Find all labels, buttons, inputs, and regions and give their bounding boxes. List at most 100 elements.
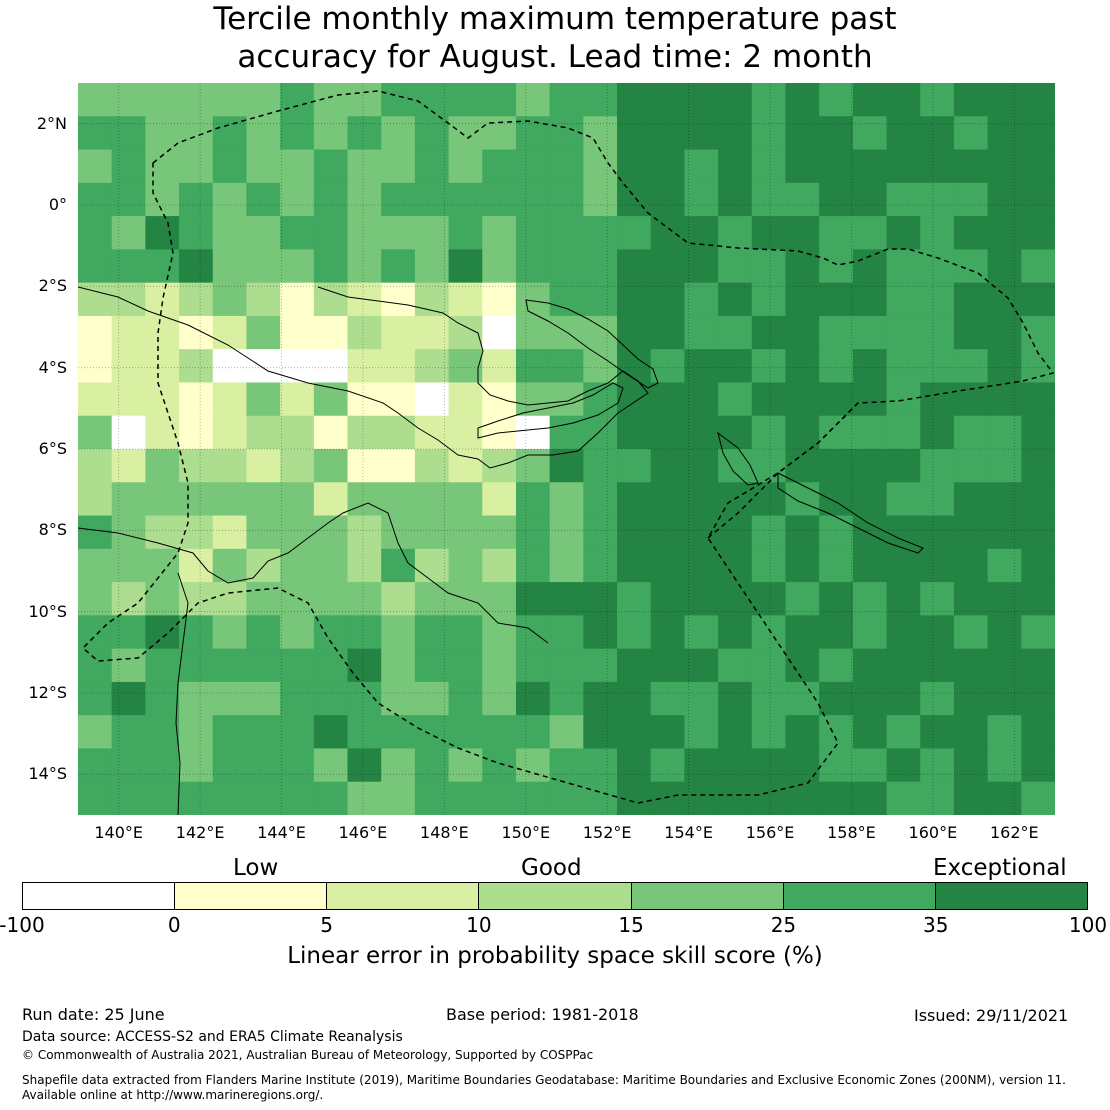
skill-cell [515,582,551,616]
skill-cell [650,482,686,517]
skill-cell [549,715,584,750]
skill-cell [414,615,450,650]
skill-cell [819,681,854,716]
skill-cell [313,415,349,450]
skill-cell [751,349,787,384]
skill-cell [78,349,113,384]
longitude-label: 146°E [338,823,388,842]
skill-cell [179,315,214,350]
colorbar-tick: 5 [320,913,333,937]
skill-cell [953,748,989,783]
skill-cell [718,216,753,250]
skill-cell [819,282,854,317]
skill-cell [111,116,146,151]
skill-cell [819,382,854,417]
skill-cell [280,382,315,417]
skill-cell [347,382,382,417]
skill-cell [751,382,787,417]
skill-cell [145,548,180,583]
skill-cell [583,315,618,350]
skill-cell [953,648,989,683]
skill-cell [617,83,652,117]
skill-cell [347,315,382,350]
skill-cell [414,149,450,184]
skill-cell [920,282,955,317]
eez-boundaries [81,90,1055,804]
skill-cell [347,781,382,815]
skill-cell [482,83,517,117]
skill-cell [381,282,416,317]
skill-cell [347,415,382,450]
skill-cell [852,83,888,117]
skill-cell [684,548,719,583]
skill-cell [819,182,854,217]
skill-cell [111,748,146,783]
skill-cell [718,781,753,815]
skill-cell [785,748,820,783]
skill-cell [886,116,921,151]
skill-cell [78,781,113,815]
skill-cell [718,615,753,650]
skill-cell [617,582,652,616]
skill-cell [1021,715,1055,750]
skill-cell [549,216,584,250]
skill-cell [886,382,921,417]
skill-cell [583,415,618,450]
skill-cell [414,116,450,151]
colorbar-tick: -100 [0,913,45,937]
data-source: Data source: ACCESS-S2 and ERA5 Climate … [22,1029,403,1045]
skill-cell [246,582,281,616]
skill-cell [920,182,955,217]
skill-cell [145,648,180,683]
skill-cell [246,382,281,417]
skill-cell [482,582,517,616]
skill-cell [785,548,820,583]
skill-cell [1021,249,1055,284]
skill-cell [751,515,787,550]
skill-cell [515,349,551,384]
skill-cell [549,482,584,517]
colorbar-segment [935,883,1087,909]
skill-cell [515,681,551,716]
skill-cell [246,216,281,250]
category-exceptional: Exceptional [933,855,1067,881]
skill-cell [684,515,719,550]
skill-cell [617,282,652,317]
skill-cell [819,249,854,284]
skill-cell [684,349,719,384]
skill-cell [414,449,450,483]
skill-cell [684,715,719,750]
skill-cell [212,216,248,250]
skill-cell [785,116,820,151]
skill-cell [920,249,955,284]
latitude-label: 2°S [38,276,67,296]
skill-cell [549,249,584,284]
skill-cell [381,116,416,151]
skill-cell [987,715,1022,750]
skill-cell [145,349,180,384]
skill-cell [78,548,113,583]
skill-cell [246,615,281,650]
skill-cell [583,282,618,317]
skill-cell [684,681,719,716]
skill-cell [280,582,315,616]
skill-cell [583,615,618,650]
skill-cell [650,781,686,815]
skill-cell [381,349,416,384]
skill-cell [482,681,517,716]
skill-cell [751,282,787,317]
skill-cell [246,681,281,716]
skill-cell [852,449,888,483]
skill-cell [987,482,1022,517]
skill-cell [852,182,888,217]
skill-cell [785,582,820,616]
longitude-label: 142°E [175,823,225,842]
longitude-label: 156°E [745,823,795,842]
skill-cell [819,482,854,517]
copyright: © Commonwealth of Australia 2021, Austra… [22,1048,594,1062]
skill-cell [617,715,652,750]
skill-cell [1021,681,1055,716]
skill-cell [650,648,686,683]
skill-cell [179,548,214,583]
skill-cell [313,149,349,184]
